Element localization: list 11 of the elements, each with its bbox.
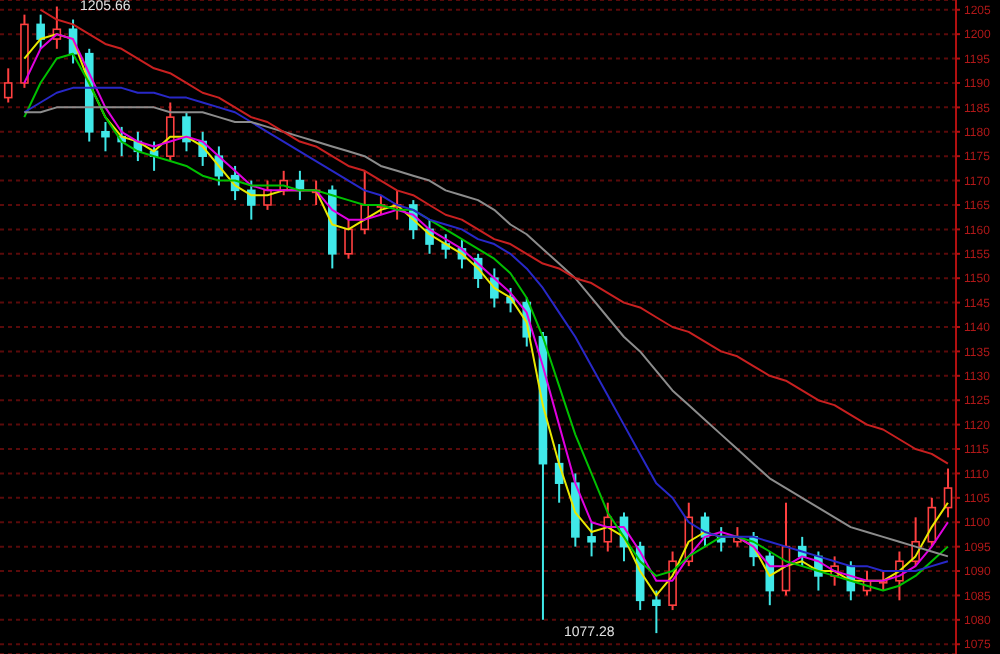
- candlestick: [652, 589, 661, 635]
- candlestick: [344, 218, 353, 260]
- candlestick: [165, 101, 175, 163]
- candlestick: [36, 13, 45, 50]
- candlestick: [587, 521, 596, 558]
- candlestick: [603, 501, 613, 553]
- candlestick: [441, 233, 451, 260]
- candlestick: [182, 111, 191, 153]
- line-series: [39, 8, 949, 465]
- candlestick: [101, 121, 110, 153]
- candlestick: [246, 179, 256, 221]
